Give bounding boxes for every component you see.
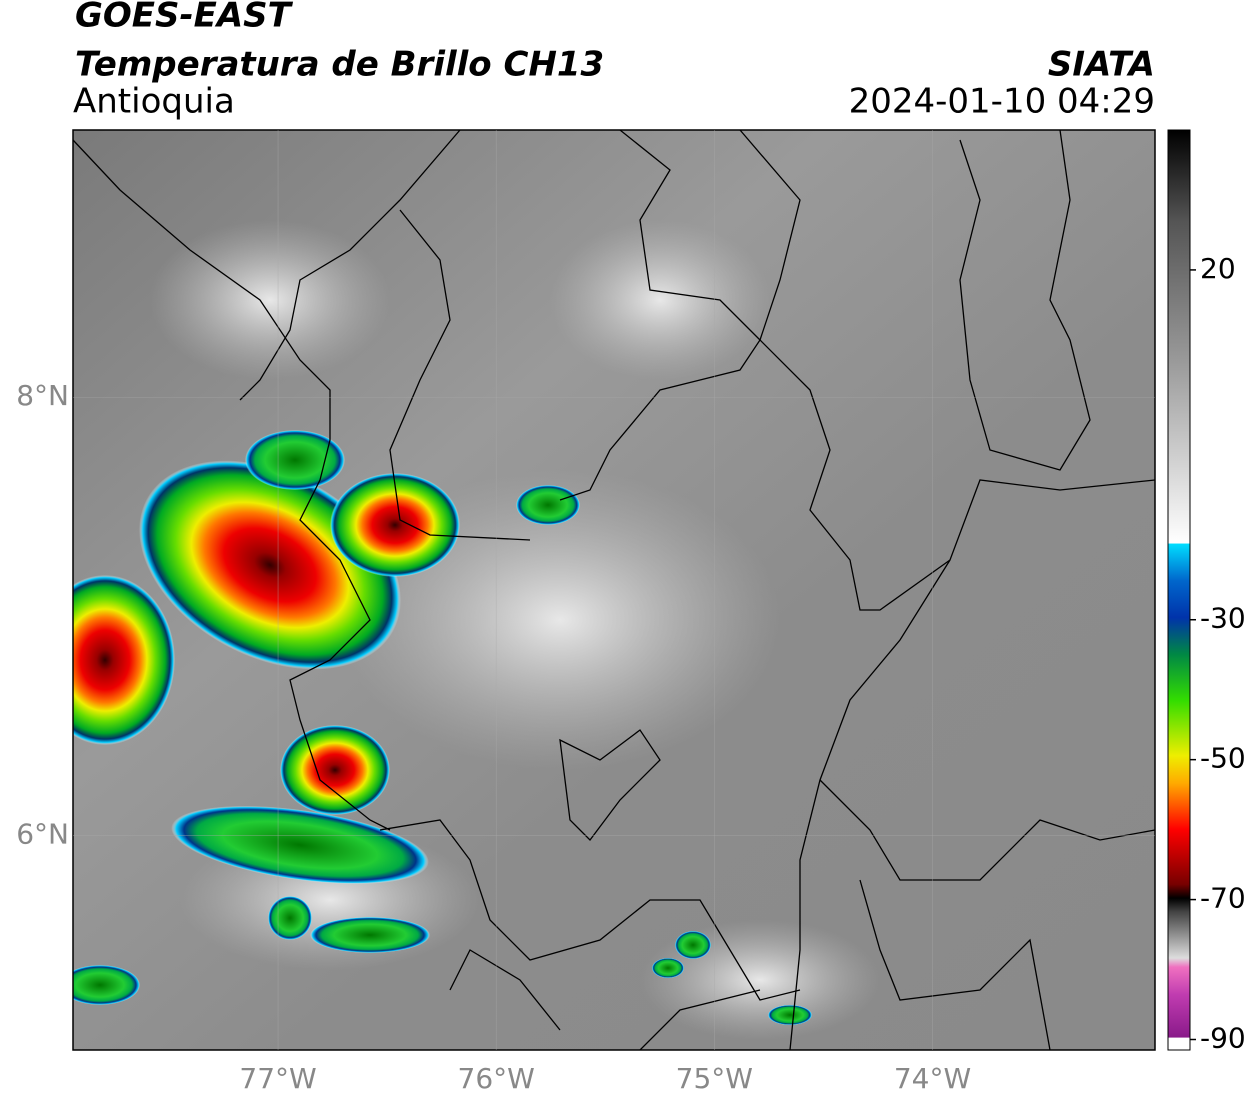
timestamp: 2024-01-10 04:29 bbox=[849, 82, 1155, 122]
colorbar-tick-label: -50 bbox=[1200, 742, 1246, 775]
colorbar-tick-label: -30 bbox=[1200, 602, 1246, 635]
x-tick-label: 75°W bbox=[676, 1062, 753, 1095]
colorbar-tick-label: -70 bbox=[1200, 882, 1246, 915]
source: SIATA bbox=[1048, 45, 1155, 85]
x-tick-label: 74°W bbox=[894, 1062, 971, 1095]
map-image bbox=[73, 130, 1155, 1050]
x-tick-label: 76°W bbox=[458, 1062, 535, 1095]
y-tick-label: 6°N bbox=[16, 817, 69, 850]
y-tick-label: 8°N bbox=[16, 379, 69, 412]
map-frame bbox=[72, 129, 1156, 1051]
subtitle: Temperatura de Brillo CH13 bbox=[75, 45, 604, 85]
colorbar bbox=[1167, 129, 1191, 1051]
colorbar-tick-label: -90 bbox=[1200, 1022, 1246, 1055]
title: GOES-EAST bbox=[75, 0, 294, 36]
colorbar-tick-label: 20 bbox=[1200, 252, 1236, 285]
region: Antioquia bbox=[73, 82, 235, 122]
x-tick-label: 77°W bbox=[239, 1062, 316, 1095]
